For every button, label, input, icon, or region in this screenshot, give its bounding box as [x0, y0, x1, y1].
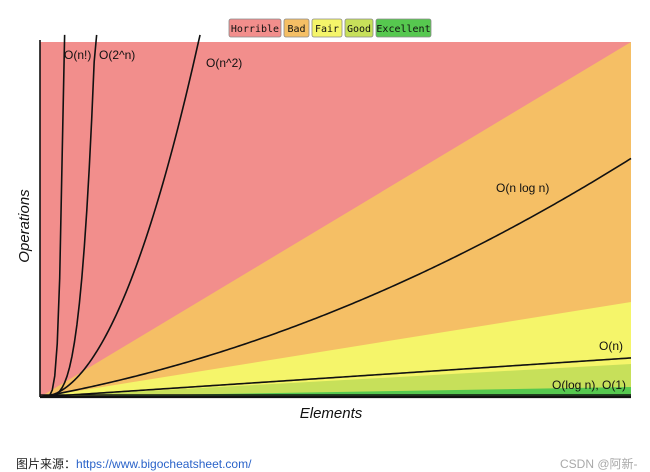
legend-label-excellent: Excellent: [376, 24, 430, 35]
legend-label-horrible: Horrible: [231, 24, 279, 35]
legend-label-bad: Bad: [287, 24, 305, 35]
series-label-o-log-n-o-1: O(log n), O(1): [552, 378, 626, 392]
legend-swatch-excellent: [375, 18, 432, 38]
series-line-o-n-2: [39, 34, 201, 398]
series-label-o-n-2: O(n^2): [206, 56, 242, 70]
legend: Horrible Bad Fair Good Excellent: [228, 18, 432, 38]
labels-layer: O(n!) O(2^n) O(n^2) O(n log n) O(n) O(log n),…: [64, 48, 626, 392]
series-label-o-2-n: O(2^n): [99, 48, 135, 62]
y-axis-label: Operations: [16, 189, 33, 263]
zone-good: [40, 364, 631, 397]
legend-swatch-good: [344, 18, 374, 38]
legend-swatch-bad: [283, 18, 310, 38]
legend-swatch-horrible: [228, 18, 282, 38]
caption-prefix: 图片来源：: [16, 457, 77, 471]
series-label-o-n: O(n!): [64, 48, 91, 62]
legend-swatch-fair: [311, 18, 343, 38]
zones-layer: [40, 42, 631, 397]
image-source-caption: 图片来源：https://www.bigocheatsheet.com/: [16, 455, 251, 472]
series-line-o-n-log-n: [39, 157, 632, 398]
curves-layer: [39, 34, 632, 398]
caption-link[interactable]: https://www.bigocheatsheet.com/: [76, 457, 252, 471]
series-label-o-n: O(n): [599, 339, 623, 353]
x-axis-label: Elements: [300, 405, 363, 422]
zone-bad: [40, 42, 631, 397]
series-label-o-n-log-n: O(n log n): [496, 181, 549, 195]
series-line-o-n: [39, 357, 632, 398]
axes-layer: [39, 40, 631, 399]
legend-label-good: Good: [347, 24, 371, 35]
legend-label-fair: Fair: [315, 24, 339, 35]
watermark: CSDN @阿新-: [560, 457, 638, 471]
